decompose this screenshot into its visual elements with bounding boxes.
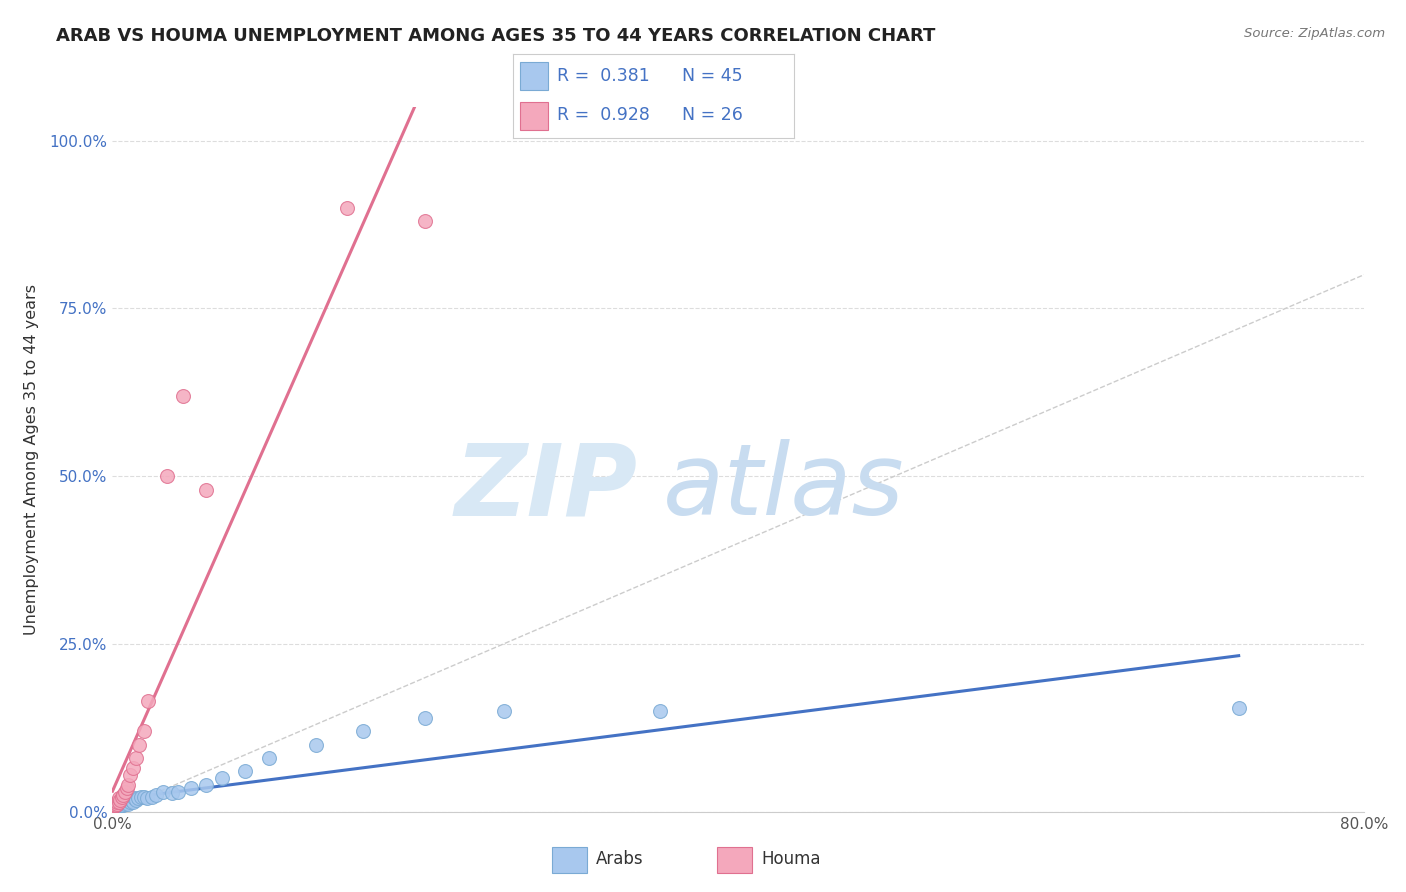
Point [195, 483, 218, 497]
Point [167, 784, 190, 798]
Point [211, 771, 233, 785]
Point [180, 781, 202, 796]
Point [105, 797, 128, 811]
Point [127, 791, 149, 805]
Point [118, 795, 141, 809]
Point [129, 789, 152, 804]
Text: Houma: Houma [761, 849, 821, 868]
Point [114, 784, 136, 798]
Point [111, 797, 134, 812]
Text: Source: ZipAtlas.com: Source: ZipAtlas.com [1244, 27, 1385, 40]
Point [121, 761, 143, 775]
Point [115, 795, 138, 809]
Point [160, 786, 183, 800]
Point [195, 778, 218, 792]
Point [120, 792, 142, 806]
Text: R =  0.381: R = 0.381 [557, 68, 650, 86]
Point [132, 789, 155, 804]
Text: N = 45: N = 45 [682, 68, 742, 86]
Point [145, 788, 167, 802]
Point [105, 797, 128, 812]
Point [305, 738, 328, 752]
Point [110, 792, 132, 806]
Point [138, 694, 160, 708]
FancyBboxPatch shape [551, 847, 588, 872]
Point [492, 704, 515, 718]
Point [101, 799, 124, 814]
Point [135, 791, 157, 805]
Point [114, 795, 136, 809]
Point [110, 799, 132, 814]
Point [101, 801, 124, 815]
Point [110, 797, 132, 812]
Point [101, 801, 124, 815]
Point [415, 711, 437, 725]
Point [103, 797, 125, 812]
Point [156, 469, 179, 483]
Point [103, 799, 125, 814]
Point [107, 799, 129, 814]
Point [107, 797, 129, 812]
Point [415, 214, 437, 228]
Point [112, 788, 135, 802]
Text: ARAB VS HOUMA UNEMPLOYMENT AMONG AGES 35 TO 44 YEARS CORRELATION CHART: ARAB VS HOUMA UNEMPLOYMENT AMONG AGES 35… [56, 27, 935, 45]
Point [117, 778, 139, 792]
Point [105, 800, 128, 814]
Point [112, 797, 135, 812]
Point [117, 797, 139, 811]
Text: ZIP: ZIP [456, 439, 638, 536]
Point [132, 724, 155, 739]
Point [124, 791, 146, 805]
Point [336, 201, 359, 215]
Point [101, 801, 124, 815]
Text: N = 26: N = 26 [682, 106, 742, 124]
FancyBboxPatch shape [520, 102, 548, 130]
Point [111, 789, 134, 804]
Point [648, 704, 671, 718]
Point [115, 781, 138, 796]
Text: Arabs: Arabs [596, 849, 644, 868]
Point [104, 797, 127, 812]
Point [114, 797, 136, 811]
Point [172, 389, 194, 403]
FancyBboxPatch shape [520, 62, 548, 90]
Point [152, 784, 174, 798]
Point [1227, 700, 1250, 714]
Point [235, 764, 257, 779]
Point [103, 799, 125, 814]
Point [125, 751, 148, 765]
Point [105, 795, 128, 809]
Text: R =  0.928: R = 0.928 [557, 106, 650, 124]
Y-axis label: Unemployment Among Ages 35 to 44 years: Unemployment Among Ages 35 to 44 years [24, 284, 38, 635]
Point [101, 805, 124, 819]
FancyBboxPatch shape [717, 847, 752, 872]
Point [141, 789, 163, 804]
Point [101, 799, 124, 814]
Point [352, 724, 374, 739]
Point [121, 795, 143, 809]
Point [104, 800, 127, 814]
Point [107, 795, 129, 809]
Point [103, 801, 125, 815]
Point [257, 751, 280, 765]
Point [125, 792, 148, 806]
Point [107, 791, 129, 805]
Point [118, 768, 141, 782]
Point [111, 797, 134, 811]
Text: atlas: atlas [664, 439, 904, 536]
Point [128, 738, 150, 752]
